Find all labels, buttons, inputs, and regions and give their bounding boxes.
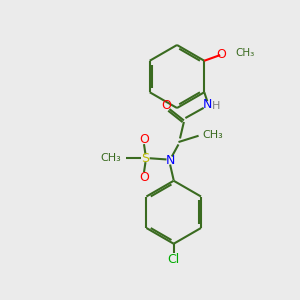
Text: CH₃: CH₃ [100,153,121,163]
Text: N: N [165,154,175,167]
Text: O: O [216,48,226,61]
Text: N: N [202,98,212,111]
Text: S: S [142,152,149,165]
Text: O: O [161,99,171,112]
Text: O: O [139,171,149,184]
Text: H: H [212,101,220,111]
Text: Cl: Cl [168,253,180,266]
Text: O: O [139,133,149,146]
Text: CH₃: CH₃ [202,130,223,140]
Text: CH₃: CH₃ [235,48,254,58]
